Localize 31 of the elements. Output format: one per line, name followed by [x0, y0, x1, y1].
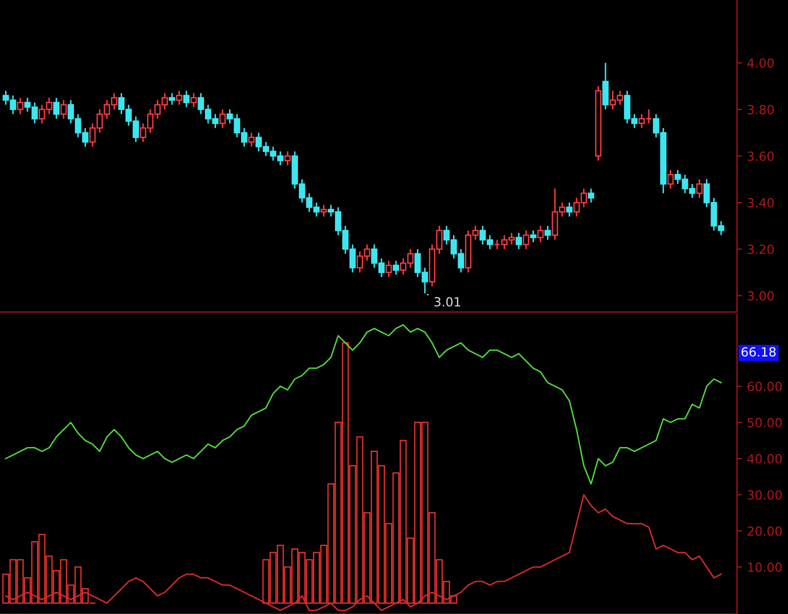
candlestick [183, 90, 190, 108]
y-tick-label: 60.00 [748, 382, 782, 392]
y-tick-label: 3.60 [748, 151, 774, 161]
y-tick-label: 3.20 [748, 244, 774, 254]
annotation: 3.01 [434, 297, 460, 307]
y-tick-label: 50.00 [748, 418, 782, 428]
candlestick [17, 97, 24, 115]
candlestick [544, 225, 551, 241]
y-tick-label: 3.00 [748, 291, 774, 301]
y-tick-label: 40.00 [747, 454, 782, 464]
candlestick [595, 85, 602, 162]
y-tick-label: 3.80 [748, 104, 774, 114]
y-tick-label: 10.00 [748, 562, 782, 572]
candlestick [284, 150, 291, 166]
candlestick [190, 92, 197, 108]
y-tick-label: 30.00 [748, 490, 782, 500]
candlestick [60, 99, 67, 120]
line-series [5, 494, 722, 612]
y-tick-label: 4.00 [747, 58, 774, 68]
line-series [5, 324, 722, 485]
text: 66.18 [742, 347, 776, 357]
candlestick [530, 230, 536, 243]
y-tick-label: 20.00 [748, 526, 782, 536]
candlestick [516, 232, 522, 250]
candlestick [176, 90, 182, 106]
candlestick [696, 178, 703, 199]
candlestick [320, 204, 327, 218]
candlestick [566, 202, 573, 218]
candlestick [53, 97, 60, 120]
y-tick-label: 3.40 [748, 198, 774, 208]
candlestick [386, 260, 392, 278]
